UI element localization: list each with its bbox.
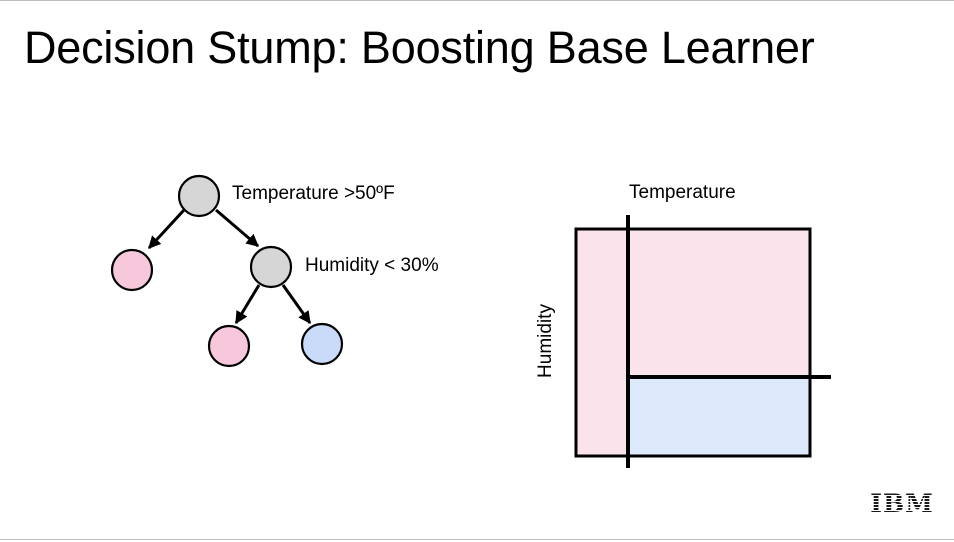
region-upper-right-pink <box>628 229 810 377</box>
bottom-divider <box>0 539 954 540</box>
region-left-pink <box>576 229 628 456</box>
x-axis-label: Temperature <box>629 182 736 203</box>
slide-title: Decision Stump: Boosting Base Learner <box>24 22 815 73</box>
region-lower-right-blue <box>628 377 810 456</box>
plot-border <box>574 227 812 458</box>
edge-root-to-left-leaf <box>147 208 186 250</box>
feature-space-plot: Temperature Humidity <box>535 182 831 468</box>
edge-split-to-pink-leaf <box>234 284 261 325</box>
tree-split-node <box>249 245 293 289</box>
tree-root-node <box>177 174 221 218</box>
root-split-label: Temperature >50ºF <box>232 183 395 204</box>
ibm-logo-text: IBM <box>870 490 934 516</box>
tree-leaf-bottom-blue <box>300 322 344 366</box>
edge-root-to-split-node <box>215 208 259 248</box>
child-split-label: Humidity < 30% <box>305 255 439 276</box>
ibm-logo: IBM <box>870 490 934 516</box>
decision-tree: Temperature >50ºF Humidity < 30% <box>110 174 439 368</box>
top-divider <box>0 0 954 1</box>
edge-split-to-blue-leaf <box>281 284 312 325</box>
tree-leaf-bottom-pink <box>207 324 251 368</box>
y-axis-label: Humidity <box>535 304 556 378</box>
tree-leaf-left-pink <box>110 248 154 292</box>
